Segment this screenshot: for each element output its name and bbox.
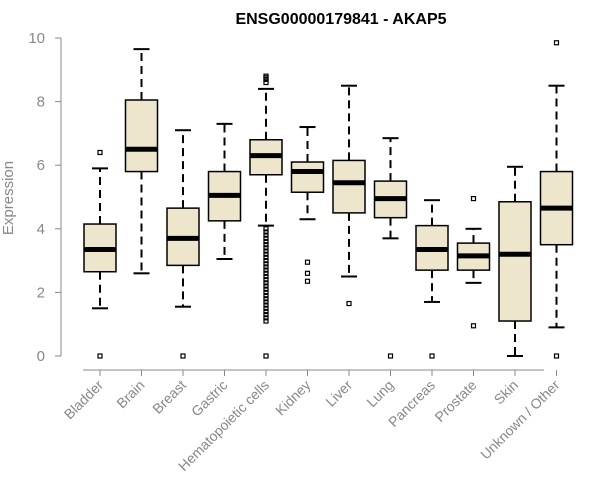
outlier-point (263, 302, 269, 308)
outlier-point (429, 353, 435, 359)
x-tick-label: Prostate (431, 377, 479, 425)
outlier-point (263, 238, 269, 245)
box-group (249, 73, 283, 359)
box-group (83, 149, 117, 359)
y-tick-label: 8 (37, 94, 45, 111)
x-tick-label: Skin (491, 377, 522, 408)
x-tick-label: Brain (113, 377, 147, 411)
outlier-point (470, 323, 477, 329)
iqr-box (498, 201, 532, 322)
outlier-point (263, 232, 269, 238)
outlier-point (263, 261, 269, 267)
outlier-point (263, 264, 269, 270)
x-tick-label: Unknown / Other (477, 377, 563, 463)
box-group (290, 126, 325, 284)
outlier-point (263, 353, 269, 359)
chart-title: ENSG00000179841 - AKAP5 (235, 11, 446, 28)
outlier-point (470, 195, 477, 202)
y-tick-label: 2 (37, 284, 45, 301)
outlier-point (97, 353, 103, 359)
outlier-point (263, 251, 269, 257)
box-group (373, 137, 408, 359)
outlier-point (263, 283, 269, 289)
box-group (539, 40, 574, 359)
outlier-point (263, 79, 269, 86)
y-axis-label: Expression (0, 161, 17, 235)
outlier-point (263, 315, 269, 321)
box-group (166, 129, 200, 359)
outlier-point (263, 242, 269, 248)
box-group (332, 84, 366, 307)
y-tick-label: 0 (37, 348, 45, 365)
y-tick-label: 10 (28, 30, 45, 47)
outlier-point (553, 353, 560, 359)
outlier-point (263, 280, 269, 286)
outlier-point (263, 76, 269, 82)
outlier-point (97, 149, 103, 156)
box-group (207, 122, 242, 261)
outlier-point (263, 270, 269, 276)
outlier-point (553, 40, 560, 46)
y-ticks: 0 2 4 6 8 10 (28, 30, 61, 365)
outlier-point (263, 235, 269, 241)
outlier-point (263, 305, 269, 311)
outlier-point (304, 278, 311, 284)
outlier-point (263, 318, 269, 324)
outlier-point (263, 267, 269, 273)
outlier-point (346, 300, 352, 307)
outlier-point (263, 286, 269, 292)
outlier-point (263, 245, 269, 251)
outlier-point (263, 229, 269, 235)
x-tick-label: Liver (322, 377, 355, 410)
outlier-point (263, 258, 269, 264)
outlier-point (263, 292, 269, 299)
box-group (124, 48, 159, 275)
x-tick-label: Kidney (272, 377, 314, 419)
box-group (456, 195, 491, 329)
iqr-box (332, 159, 366, 214)
outlier-point (263, 277, 269, 283)
x-tick-label: Lung (363, 377, 396, 410)
outlier-point (304, 259, 311, 265)
x-tick-label: Bladder (61, 377, 107, 423)
outlier-point (263, 299, 269, 305)
outlier-point (263, 289, 269, 295)
box-group (498, 165, 532, 357)
box-group (415, 199, 449, 359)
outlier-point (263, 254, 269, 261)
outlier-point (263, 248, 269, 254)
outlier-point (304, 270, 311, 276)
outlier-point (263, 273, 269, 280)
outlier-point (387, 353, 394, 359)
outlier-point (180, 353, 186, 359)
outlier-point (263, 296, 269, 302)
y-tick-label: 6 (37, 157, 45, 174)
iqr-box (124, 99, 159, 173)
outlier-point (263, 226, 269, 232)
iqr-box (290, 161, 325, 193)
x-tick-label: Breast (149, 377, 189, 417)
y-tick-label: 4 (37, 221, 45, 238)
outlier-point (263, 308, 269, 315)
boxes (83, 40, 574, 359)
outlier-point (263, 312, 269, 318)
